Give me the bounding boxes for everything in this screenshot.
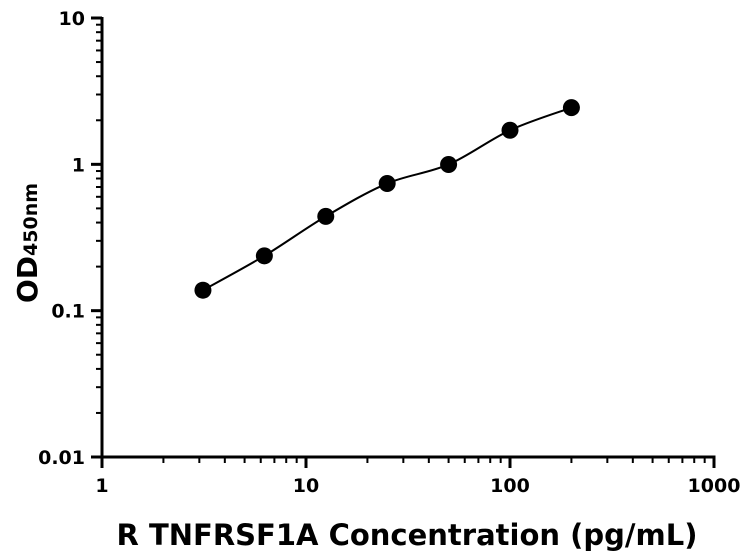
y-axis-title: OD450nm [11, 183, 44, 303]
y-axis-title-subscript: 450nm [20, 183, 42, 256]
data-point [317, 207, 335, 225]
y-tick-label: 0.1 [51, 301, 85, 323]
data-point [255, 247, 273, 265]
y-tick-label: 1 [72, 154, 85, 176]
axes [100, 17, 716, 459]
data-point [501, 121, 519, 139]
x-tick-label: 1000 [688, 475, 741, 497]
y-tick-label: 10 [59, 8, 85, 30]
data-point [440, 155, 458, 173]
data-points [194, 99, 580, 299]
x-axis-title: R TNFRSF1A Concentration (pg/mL) [117, 518, 698, 552]
data-point [378, 174, 396, 192]
x-tick-label: 100 [490, 475, 530, 497]
y-axis-title-main: OD [11, 256, 44, 303]
x-tick-label: 1 [95, 475, 108, 497]
data-point [562, 99, 580, 117]
y-tick-label: 0.01 [38, 447, 85, 469]
ticks: 1 10 100 1000 0.01 0.1 1 10 [38, 8, 740, 497]
data-point [194, 281, 212, 299]
x-tick-label: 10 [293, 475, 319, 497]
